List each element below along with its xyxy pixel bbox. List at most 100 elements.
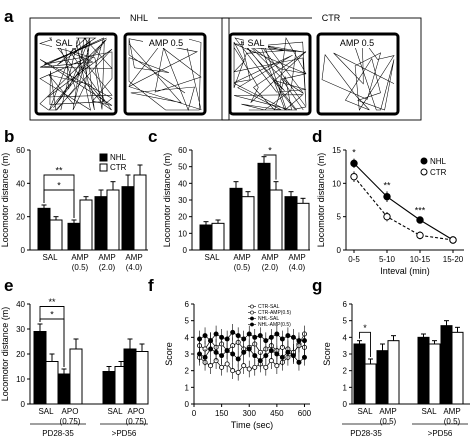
bar-nhl-0	[37, 207, 51, 251]
y-tick-label: 4	[343, 333, 348, 342]
point-s3-10	[252, 334, 258, 340]
y-tick-label: 2	[185, 367, 190, 376]
group-title-nhl: NHL	[130, 13, 148, 23]
panel-a-tracks: NHL CTR SAL AMP 0.5 SAL AMP 0.5	[29, 12, 422, 121]
legend-label-nhl: NHL	[110, 153, 127, 162]
y-tick-label: 0	[21, 246, 26, 255]
point-s3-18	[296, 338, 302, 344]
y-tick-label: 0	[185, 400, 190, 409]
bar-nhl-1	[57, 373, 71, 405]
point-s0-9	[246, 366, 252, 372]
bar-ctr-2	[269, 189, 283, 251]
point-s3-17	[290, 334, 296, 340]
x-tick-label: SAL	[38, 407, 54, 416]
y-tick-label: 3	[185, 350, 190, 359]
point-s3-5	[224, 336, 230, 342]
point-s3-16	[285, 333, 291, 339]
bar-nhl-1	[67, 222, 81, 251]
point-s0-6	[230, 368, 236, 374]
point-s3-0	[197, 336, 203, 342]
bar-ctr-0	[45, 361, 59, 405]
panel-g-group-label-2: >PD56	[428, 429, 453, 438]
panel-label-g: g	[312, 276, 322, 295]
arena-label-bg	[244, 37, 268, 48]
point-s3-19	[301, 338, 307, 344]
x-tick-label: AMP	[233, 253, 250, 262]
point-s3-14	[274, 331, 280, 337]
arena-ctr-sal	[228, 32, 312, 116]
point-s2-11	[257, 358, 263, 364]
y-tick-label: 5	[337, 213, 342, 222]
group-title-bg	[120, 12, 158, 24]
x-tick-label: 600	[298, 409, 312, 418]
panel-c-chart: 0 10 20 30 40 50 60 Locomotor distance (m) SAL AM…	[162, 146, 310, 272]
point-s0-2	[208, 363, 214, 369]
bar-nhl-0	[199, 224, 213, 251]
panel-e-group-label-1: PD28-35	[42, 429, 74, 438]
x-tick-label: AMP	[98, 253, 115, 262]
point-s2-13	[268, 348, 274, 354]
legend-label-ctr: CTR	[110, 163, 127, 172]
x-tick-label: AMP	[125, 253, 142, 262]
point-s3-2	[208, 338, 214, 344]
bar-nhl-2	[94, 196, 108, 251]
x-tick-label: SAL	[42, 253, 58, 262]
x-tick-label: APO	[128, 407, 145, 416]
significance-star: ***	[415, 206, 426, 216]
x-tick-label: AMP	[288, 253, 305, 262]
y-tick-label: 4	[185, 333, 190, 342]
point-s0-14	[274, 363, 280, 369]
significance-bracket	[359, 331, 371, 357]
y-tick-label: 20	[16, 350, 25, 359]
point-nhl-0	[350, 159, 358, 168]
y-tick-label: 30	[16, 325, 25, 334]
legend-swatch-nhl	[99, 153, 108, 162]
significance-star: **	[48, 297, 56, 307]
bar-ctr-0	[49, 219, 63, 251]
x-tick-label: (0.75)	[60, 417, 81, 426]
significance-star: *	[268, 146, 272, 156]
y-tick-label: 15	[332, 146, 341, 155]
point-s2-19	[301, 354, 307, 360]
point-s0-8	[241, 363, 247, 369]
y-tick-label: 10	[178, 229, 187, 238]
panel-label-a: a	[4, 7, 14, 26]
y-tick-label: 1	[343, 383, 348, 392]
bar-ctr-2	[428, 343, 441, 405]
x-axis-title: Inteval (min)	[380, 266, 430, 276]
point-s3-3	[213, 331, 219, 337]
track-path-0	[39, 37, 113, 111]
significance-star: **	[383, 180, 391, 190]
x-tick-label: 300	[243, 409, 257, 418]
bar-nhl-0	[353, 343, 366, 405]
point-s2-0	[197, 351, 203, 357]
arena-label-nhl-sal: SAL	[55, 38, 72, 48]
point-s2-16	[285, 349, 291, 355]
bar-ctr-1	[69, 348, 83, 405]
bar-nhl-2	[257, 162, 271, 251]
legend-marker-nhl	[420, 157, 428, 165]
bar-ctr-0	[211, 222, 225, 251]
x-tick-label: 5-10	[379, 255, 396, 264]
point-ctr-1	[383, 212, 391, 221]
x-tick-label: 450	[270, 409, 284, 418]
arena-label-bg	[52, 37, 76, 48]
y-tick-label: 20	[178, 213, 187, 222]
y-tick-label: 6	[343, 300, 348, 309]
panel-label-d: d	[312, 127, 322, 146]
series-line-ctr	[353, 176, 454, 241]
x-tick-label: SAL	[204, 253, 220, 262]
significance-star: *	[50, 310, 54, 320]
point-s3-12	[263, 338, 269, 344]
y-tick-label: 1	[185, 383, 190, 392]
y-tick-label: 5	[185, 317, 190, 326]
track-path-3	[321, 37, 395, 111]
x-axis-title: Time (sec)	[231, 420, 273, 430]
bar-nhl-1	[229, 187, 243, 251]
legend-marker-1	[250, 310, 254, 315]
point-ctr-3	[449, 236, 457, 244]
point-ctr-2	[416, 231, 424, 240]
point-s3-13	[268, 334, 274, 340]
